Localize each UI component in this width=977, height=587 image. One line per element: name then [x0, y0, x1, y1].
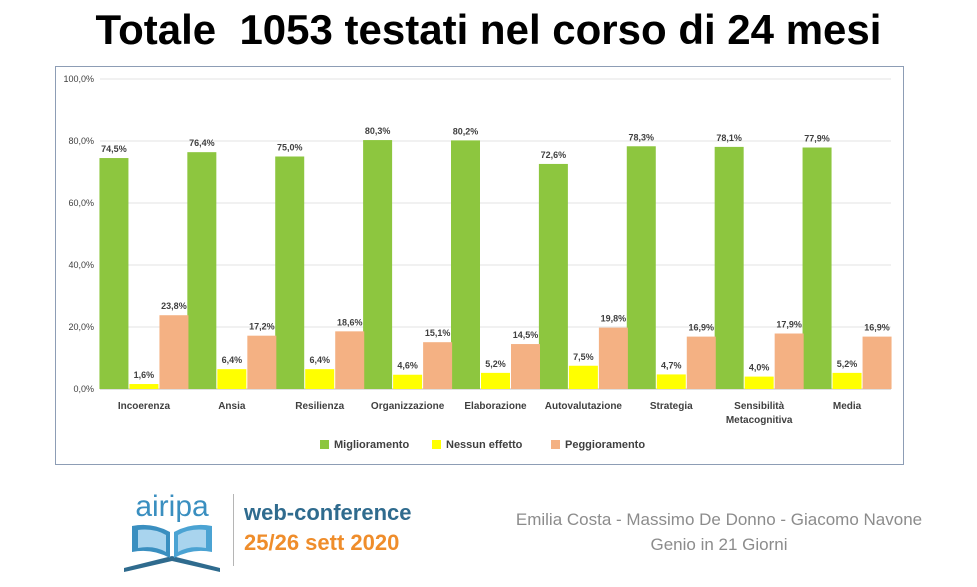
data-label: 17,9% [776, 320, 802, 330]
open-book-icon [124, 524, 220, 572]
data-label: 7,5% [573, 352, 594, 362]
data-label: 15,1% [425, 328, 451, 338]
legend-swatch [432, 440, 441, 449]
x-tick-label-line: Ansia [218, 401, 246, 412]
x-tick-label: Strategia [650, 401, 693, 412]
x-tick-label-line: Metacognitiva [726, 415, 793, 426]
data-label: 4,6% [397, 361, 418, 371]
x-tick-label-line: Strategia [650, 401, 693, 412]
data-label: 75,0% [277, 143, 303, 153]
bar-peggioramento [598, 327, 628, 389]
x-tick-label: Organizzazione [371, 401, 445, 412]
data-label: 72,6% [541, 150, 567, 160]
bar-peggioramento [862, 336, 892, 389]
bar-peggioramento [423, 342, 453, 389]
footer-divider [233, 494, 234, 566]
bar-nessun-effetto [393, 374, 423, 389]
data-label: 17,2% [249, 322, 275, 332]
bar-nessun-effetto [744, 376, 774, 389]
bar-miglioramento [451, 140, 480, 389]
data-label: 14,5% [513, 330, 539, 340]
data-label: 4,0% [749, 363, 770, 373]
bar-nessun-effetto [832, 372, 862, 389]
y-tick-label: 20,0% [68, 322, 94, 332]
x-tick-label-line: Incoerenza [118, 401, 171, 412]
x-tick-label: Sensibilità Metacognitiva [726, 401, 793, 426]
data-label: 80,2% [453, 126, 479, 136]
legend-label: Peggioramento [565, 439, 645, 451]
slide-title: Totale 1053 testati nel corso di 24 mesi [95, 6, 882, 53]
event-name: web-conference [244, 500, 412, 525]
bar-miglioramento [99, 158, 129, 389]
x-tick-label: Media [833, 401, 862, 412]
authors: Emilia Costa - Massimo De Donno - Giacom… [515, 510, 923, 529]
x-tick-label-line: Autovalutazione [545, 401, 623, 412]
bar-chart: 0,0% 20,0% 40,0% 60,0% 80,0% 100,0% 74,5% 76,4%… [63, 74, 892, 451]
y-tick-label: 100,0% [63, 74, 94, 84]
data-label: 4,7% [661, 360, 682, 370]
x-tick-label-line: Sensibilità [734, 401, 784, 412]
bar-miglioramento [714, 146, 744, 389]
bar-miglioramento [187, 152, 217, 389]
bar-nessun-effetto [481, 372, 510, 389]
bar-peggioramento [686, 336, 716, 389]
y-tick-label: 80,0% [68, 136, 94, 146]
x-tick-label: Resilienza [295, 401, 344, 412]
bar-peggioramento [335, 331, 365, 389]
project-name: Genio in 21 Giorni [650, 535, 788, 554]
bar-nessun-effetto [217, 369, 247, 389]
legend-swatch [551, 440, 560, 449]
bar-miglioramento [275, 156, 305, 389]
bar-miglioramento [802, 147, 832, 389]
x-tick-label-line: Organizzazione [371, 401, 445, 412]
logo-wordmark: airipa [135, 490, 209, 523]
bar-miglioramento [626, 146, 656, 389]
chart-frame: 0,0% 20,0% 40,0% 60,0% 80,0% 100,0% 74,5% 76,4%… [55, 66, 904, 465]
x-tick-label-line: Elaborazione [464, 401, 527, 412]
data-label: 74,5% [101, 144, 127, 154]
bar-nessun-effetto [129, 384, 159, 389]
data-label: 80,3% [365, 126, 391, 136]
bar-nessun-effetto [568, 365, 598, 389]
legend-label: Miglioramento [334, 439, 409, 451]
y-tick-label: 40,0% [68, 260, 94, 270]
y-tick-label: 60,0% [68, 198, 94, 208]
legend-label: Nessun effetto [446, 439, 523, 451]
data-label: 23,8% [161, 301, 187, 311]
data-label: 6,4% [309, 355, 330, 365]
bar-nessun-effetto [305, 369, 335, 389]
event-dates: 25/26 sett 2020 [244, 530, 400, 555]
legend-swatch [320, 440, 329, 449]
airipa-logo: airipa [124, 490, 220, 572]
bar-peggioramento [159, 315, 189, 389]
x-tick-label: Incoerenza [118, 401, 171, 412]
data-label: 5,2% [837, 359, 858, 369]
x-tick-label: Autovalutazione [545, 401, 623, 412]
x-tick-label: Elaborazione [464, 401, 527, 412]
data-label: 78,1% [716, 133, 742, 143]
data-label: 76,4% [189, 138, 215, 148]
data-label: 18,6% [337, 317, 363, 327]
bar-miglioramento [363, 140, 393, 389]
data-label: 16,9% [864, 323, 890, 333]
data-label: 19,8% [601, 314, 627, 324]
data-label: 16,9% [689, 323, 715, 333]
data-label: 77,9% [804, 134, 830, 144]
bar-peggioramento [247, 335, 277, 389]
data-label: 5,2% [485, 359, 506, 369]
bar-peggioramento [774, 333, 804, 389]
x-tick-label-line: Media [833, 401, 862, 412]
data-label: 78,3% [629, 132, 655, 142]
bar-peggioramento [511, 344, 540, 389]
data-label: 6,4% [222, 355, 243, 365]
bar-miglioramento [538, 163, 568, 389]
data-label: 1,6% [134, 370, 155, 380]
bar-nessun-effetto [656, 374, 686, 389]
x-tick-label: Ansia [218, 401, 246, 412]
x-tick-label-line: Resilienza [295, 401, 344, 412]
y-tick-label: 0,0% [73, 384, 94, 394]
